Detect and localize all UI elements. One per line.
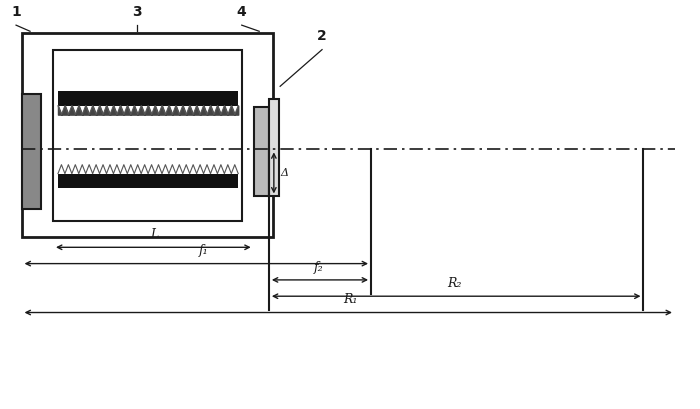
Text: R₁: R₁ bbox=[343, 293, 357, 306]
Text: Δ: Δ bbox=[281, 168, 289, 178]
Text: 1: 1 bbox=[11, 5, 21, 19]
Text: R₂: R₂ bbox=[447, 277, 462, 290]
Text: f₁: f₁ bbox=[199, 245, 208, 258]
Bar bbox=[58, 174, 238, 188]
Text: 4: 4 bbox=[237, 5, 246, 19]
Bar bbox=[58, 91, 238, 106]
Bar bbox=[22, 94, 41, 209]
Bar bbox=[253, 107, 269, 196]
Bar bbox=[22, 33, 273, 237]
Text: f₂: f₂ bbox=[314, 261, 323, 274]
Bar bbox=[53, 49, 241, 221]
Text: L: L bbox=[150, 228, 158, 241]
Text: 2: 2 bbox=[317, 29, 327, 43]
Text: 3: 3 bbox=[132, 5, 141, 19]
Bar bbox=[269, 99, 279, 196]
